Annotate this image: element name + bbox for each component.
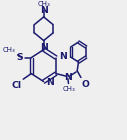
Text: S: S (17, 53, 23, 62)
Text: N: N (59, 52, 67, 61)
Text: N: N (40, 43, 48, 52)
Text: N: N (46, 78, 54, 87)
Text: O: O (82, 80, 90, 89)
Text: CH₃: CH₃ (3, 47, 15, 53)
Text: CH₃: CH₃ (62, 86, 75, 92)
Text: N: N (40, 6, 48, 15)
Text: Cl: Cl (11, 81, 21, 90)
Text: N: N (64, 73, 72, 82)
Text: CH₃: CH₃ (37, 1, 50, 7)
